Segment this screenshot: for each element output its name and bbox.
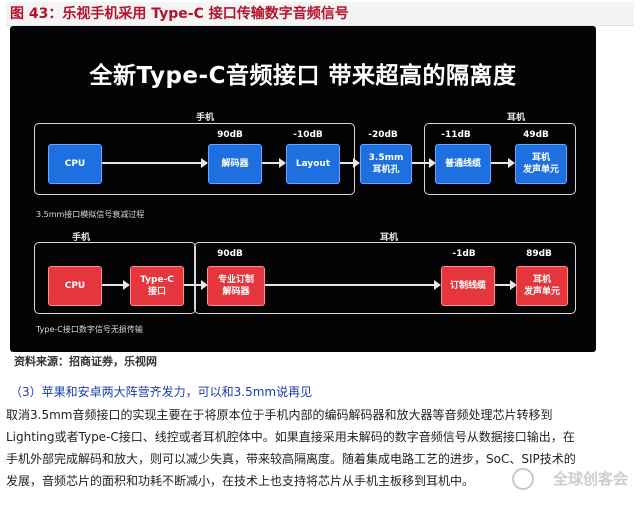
top-arrow-1 (102, 158, 208, 168)
bottom-arrow-2 (184, 280, 208, 290)
bottom-speaker-block: 耳机 发声单元 (516, 266, 568, 306)
bottom-decoder-block: 专业订制 解码器 (207, 266, 265, 306)
top-layout-block: Layout (286, 144, 340, 184)
bottom-db-cable: -1dB (452, 249, 476, 259)
paragraph-line: 手机外部完成解码和放大，则可以减少失真，带来较高隔离度。随着集成电路工艺的进步，… (6, 452, 576, 466)
bottom-db-decoder: 90dB (217, 249, 243, 259)
top-decoder-block: 解码器 (208, 144, 262, 184)
bottom-earphone-label: 耳机 (380, 233, 399, 243)
figure-source: 资料来源：招商证券，乐视网 (14, 355, 157, 368)
top-arrow-2 (262, 158, 286, 168)
top-phone-label: 手机 (196, 113, 215, 123)
top-earphone-label: 耳机 (507, 113, 526, 123)
top-db-decoder: 90dB (217, 130, 243, 140)
bottom-arrow-1 (102, 280, 130, 290)
bottom-db-speaker: 89dB (526, 249, 552, 259)
paragraph-line: 取消3.5mm音频接口的实现主要在于将原本位于手机内部的编码解码器和放大器等音频… (6, 408, 553, 422)
top-earphone-group (424, 123, 576, 195)
top-jack-block: 3.5mm 耳机孔 (360, 144, 412, 184)
bottom-earphone-group (194, 242, 576, 314)
top-note: 3.5mm接口模拟信号衰减过程 (36, 210, 145, 219)
body-paragraph: 取消3.5mm音频接口的实现主要在于将原本位于手机内部的编码解码器和放大器等音频… (6, 404, 634, 492)
top-cable-block: 普通线缆 (435, 144, 491, 184)
bottom-arrow-4 (495, 280, 517, 290)
top-db-jack: -20dB (368, 130, 398, 140)
section-heading: （3）苹果和安卓两大阵营齐发力，可以和3.5mm说再见 (10, 385, 313, 399)
top-db-cable: -11dB (441, 130, 471, 140)
slide-image: 全新Type-C音频接口 带来超高的隔离度 手机 耳机 3.5mm接口模拟信号衰… (10, 26, 596, 352)
bottom-typec-block: Type-C 接口 (130, 266, 184, 306)
top-cpu-block: CPU (48, 144, 102, 184)
top-arrow-4 (412, 158, 436, 168)
figure-title: 图 43：乐视手机采用 Type-C 接口传输数字音频信号 (6, 2, 634, 26)
paragraph-line: Lighting或者Type-C接口、线控或者耳机腔体中。如果直接采用未解码的数… (6, 430, 575, 444)
bottom-cpu-block: CPU (48, 266, 102, 306)
bottom-cable-block: 订制线缆 (441, 266, 495, 306)
bottom-phone-label: 手机 (72, 233, 91, 243)
watermark: 全球创客会 (552, 470, 628, 488)
top-arrow-5 (491, 158, 515, 168)
bottom-phone-group (34, 242, 196, 314)
bottom-note: Type-C接口数字信号无损传输 (36, 325, 143, 334)
bottom-arrow-3 (265, 280, 441, 290)
top-db-speaker: 49dB (523, 130, 549, 140)
top-db-layout: -10dB (293, 130, 323, 140)
top-arrow-3 (340, 158, 360, 168)
paragraph-line: 发展，音频芯片的面积和功耗不断减小，在技术上也支持将芯片从手机主板移到耳机中。 (6, 474, 475, 488)
slide-headline: 全新Type-C音频接口 带来超高的隔离度 (89, 63, 517, 89)
watermark-logo-icon (512, 468, 534, 490)
top-speaker-block: 耳机 发声单元 (515, 144, 567, 184)
